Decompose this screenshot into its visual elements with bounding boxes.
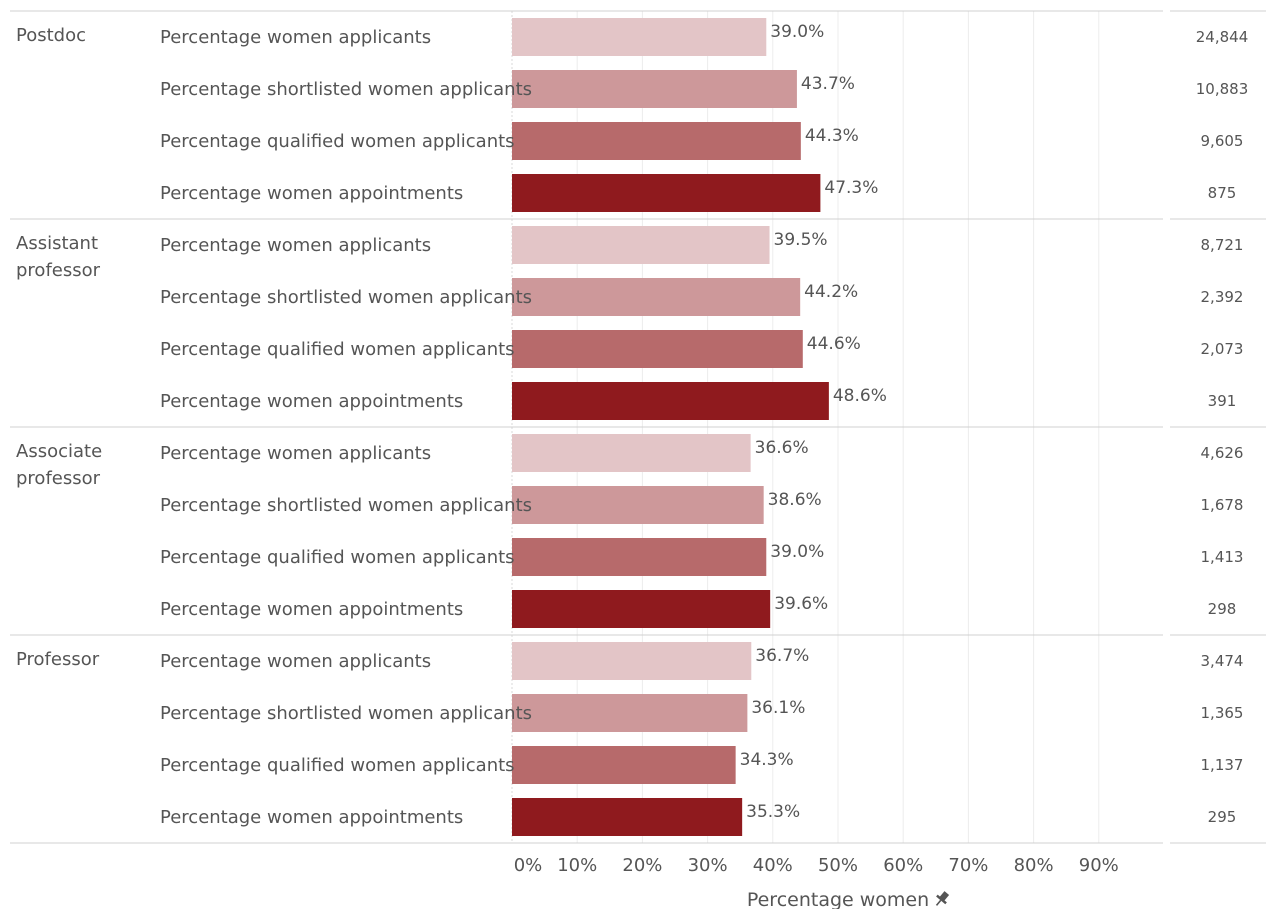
bar[interactable] [512, 226, 770, 264]
group-label: Assistant professor [16, 233, 101, 281]
row-label: Percentage women appointments [160, 391, 463, 412]
bar[interactable] [512, 538, 767, 576]
x-tick-label: 70% [948, 855, 988, 876]
count-value: 10,883 [1196, 80, 1249, 98]
count-column: 24,844 10,883 9,605 875 8,721 2,392 2,073 391 4,… [1196, 28, 1249, 826]
count-value: 3,474 [1201, 652, 1244, 670]
x-tick-label: 80% [1014, 855, 1054, 876]
bar-value-label: 44.3% [805, 126, 859, 146]
row-label: Percentage women applicants [160, 443, 431, 464]
count-value: 391 [1208, 392, 1237, 410]
bar[interactable] [512, 694, 748, 732]
bar-value-label: 44.6% [807, 334, 861, 354]
count-value: 9,605 [1201, 132, 1244, 150]
bar[interactable] [512, 590, 771, 628]
row-label: Percentage qualified women applicants [160, 755, 515, 776]
row-label: Percentage shortlisted women applicants [160, 703, 532, 724]
row-label: Percentage women applicants [160, 651, 431, 672]
bar[interactable] [512, 330, 803, 368]
group-label-line: professor [16, 468, 101, 489]
count-value: 2,073 [1201, 340, 1244, 358]
x-tick-label: 20% [622, 855, 662, 876]
count-value: 8,721 [1201, 236, 1244, 254]
row-label: Percentage women appointments [160, 599, 463, 620]
bar-value-label: 35.3% [746, 802, 800, 822]
count-value: 2,392 [1201, 288, 1244, 306]
group-label: Associate professor [16, 441, 102, 489]
bar[interactable] [512, 122, 801, 160]
row-label: Percentage shortlisted women applicants [160, 495, 532, 516]
row-label: Percentage qualified women applicants [160, 339, 515, 360]
bar[interactable] [512, 746, 736, 784]
x-tick-label: 90% [1079, 855, 1119, 876]
bar-value-label: 36.1% [751, 698, 805, 718]
row-label: Percentage qualified women applicants [160, 547, 515, 568]
count-value: 1,137 [1201, 756, 1244, 774]
row-label: Percentage shortlisted women applicants [160, 79, 532, 100]
group-label-line: professor [16, 260, 101, 281]
row-label: Percentage women appointments [160, 183, 463, 204]
bars-area: 39.0% 43.7% 44.3% 47.3% 39.5% 44.2% 44.6% 48.6%… [512, 18, 887, 836]
bar-value-label: 39.5% [774, 230, 828, 250]
bar[interactable] [512, 798, 743, 836]
bar-value-label: 36.6% [755, 438, 809, 458]
group-label-line: Associate [16, 441, 102, 462]
pin-icon[interactable] [932, 889, 951, 909]
count-value: 295 [1208, 808, 1237, 826]
count-value: 875 [1208, 184, 1237, 202]
bar[interactable] [512, 434, 751, 472]
row-label: Percentage women appointments [160, 807, 463, 828]
bar[interactable] [512, 642, 752, 680]
x-tick-label: 30% [688, 855, 728, 876]
group-label-line: Assistant [16, 233, 98, 254]
x-axis: Percentage women 0% 10% 20% 30% 40% 50% 60% 70%… [514, 855, 1119, 909]
group-label: Professor [16, 649, 100, 670]
count-value: 4,626 [1201, 444, 1244, 462]
count-value: 1,678 [1201, 496, 1244, 514]
count-value: 24,844 [1196, 28, 1249, 46]
x-tick-label: 50% [818, 855, 858, 876]
row-label: Percentage shortlisted women applicants [160, 287, 532, 308]
count-value: 1,365 [1201, 704, 1244, 722]
count-value: 298 [1208, 600, 1237, 618]
bar-value-label: 38.6% [768, 490, 822, 510]
bar-value-label: 48.6% [833, 386, 887, 406]
bar-value-label: 39.0% [770, 22, 824, 42]
row-label: Percentage women applicants [160, 27, 431, 48]
bar-value-label: 44.2% [804, 282, 858, 302]
bar[interactable] [512, 18, 767, 56]
bar-value-label: 47.3% [824, 178, 878, 198]
bar[interactable] [512, 486, 764, 524]
bar-value-label: 34.3% [740, 750, 794, 770]
row-label: Percentage qualified women applicants [160, 131, 515, 152]
x-tick-label: 40% [753, 855, 793, 876]
bar-value-label: 39.0% [770, 542, 824, 562]
bar[interactable] [512, 174, 821, 212]
bar[interactable] [512, 70, 797, 108]
bar-value-label: 36.7% [755, 646, 809, 666]
x-axis-title[interactable]: Percentage women [747, 889, 929, 909]
x-tick-label: 60% [883, 855, 923, 876]
group-dividers [10, 10, 1266, 844]
count-value: 1,413 [1201, 548, 1244, 566]
group-label: Postdoc [16, 25, 86, 46]
row-label: Percentage women applicants [160, 235, 431, 256]
bar-value-label: 39.6% [774, 594, 828, 614]
bar-value-label: 43.7% [801, 74, 855, 94]
bar[interactable] [512, 278, 801, 316]
x-tick-label: 10% [557, 855, 597, 876]
row-labels: Postdoc Percentage women applicants Percen… [16, 25, 532, 828]
bar[interactable] [512, 382, 829, 420]
x-tick-label: 0% [514, 855, 543, 876]
